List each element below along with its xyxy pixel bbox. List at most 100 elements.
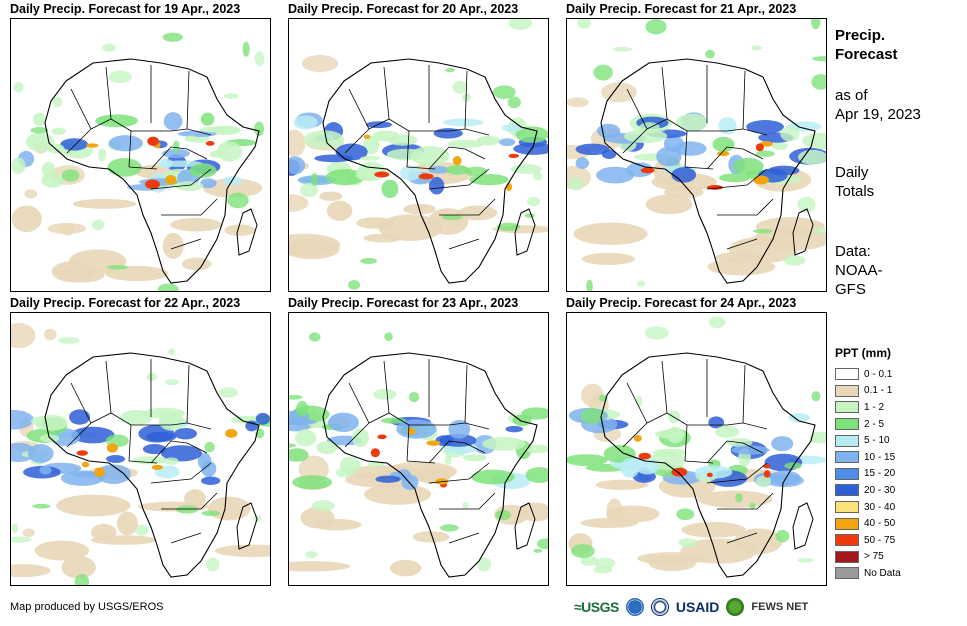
rain-patch (13, 82, 24, 93)
rain-patch (328, 412, 359, 433)
rain-patch (476, 135, 501, 146)
africa-precip-map (567, 316, 826, 578)
rain-patch (445, 67, 455, 73)
legend-item: 5 - 10 (835, 432, 950, 449)
dry-area (680, 538, 758, 564)
rain-patch (594, 557, 616, 569)
legend-swatch (835, 368, 859, 381)
heavy-rain-cell (370, 448, 380, 458)
dry-area (170, 217, 222, 232)
legend-swatch (835, 384, 859, 397)
rain-patch (363, 135, 380, 155)
rain-patch (61, 169, 80, 182)
heavy-rain-cell (225, 428, 238, 438)
rain-patch (749, 502, 756, 509)
precip-map (288, 312, 549, 586)
rain-patch (593, 64, 613, 81)
rain-patch (51, 127, 66, 136)
heavy-rain-cell (81, 461, 90, 468)
rain-patch (492, 85, 516, 99)
fews-net-globe-icon (726, 598, 745, 616)
rain-patch (33, 112, 46, 126)
heavy-rain-cell (426, 440, 441, 446)
rain-patch (567, 454, 608, 467)
rain-patch (732, 157, 764, 175)
heavy-rain-cell (706, 472, 713, 478)
map-credit: Map produced by USGS/EROS (10, 601, 164, 613)
side-title: Precip. Forecast (835, 27, 898, 63)
rain-patch (718, 117, 737, 135)
rain-patch (245, 420, 259, 432)
legend-item: 0.1 - 1 (835, 383, 950, 400)
rain-patch (294, 429, 317, 447)
dry-area (458, 205, 498, 221)
rain-patch (410, 146, 450, 166)
rain-patch (769, 470, 801, 486)
rain-patch (373, 388, 397, 400)
rain-patch (209, 150, 225, 158)
legend-label: 30 - 40 (864, 501, 896, 513)
heavy-rain-cell (374, 171, 390, 178)
rain-patch (812, 227, 826, 234)
rain-patch (645, 19, 667, 35)
africa-coastline (44, 352, 260, 578)
rain-patch (355, 166, 377, 182)
legend-swatch (835, 567, 859, 580)
heavy-rain-cell (151, 464, 163, 470)
noaa-logo-icon (625, 598, 644, 616)
rain-patch (775, 529, 790, 543)
rain-patch (712, 136, 735, 152)
rain-patch (753, 228, 773, 234)
rain-patch (95, 114, 138, 128)
rain-patch (507, 96, 521, 109)
heavy-rain-cell (363, 134, 371, 139)
dry-area (289, 194, 309, 212)
dry-area (61, 556, 96, 579)
madagascar-coastline (236, 208, 258, 256)
panel-title: Daily Precip. Forecast for 20 Apr., 2023 (288, 2, 519, 16)
rain-patch (254, 121, 265, 137)
dry-area (681, 521, 746, 538)
rain-patch (242, 41, 250, 57)
legend-swatch (835, 401, 859, 414)
legend-label: 20 - 30 (864, 484, 896, 496)
rain-patch (160, 160, 203, 167)
rain-patch (135, 524, 149, 536)
ppt-legend: PPT (mm) 0 - 0.1 0.1 - 1 1 - 2 2 - 5 5 - 10 1… (835, 346, 950, 582)
legend-item: No Data (835, 565, 950, 582)
rain-patch (441, 214, 463, 221)
rain-patch (289, 418, 317, 426)
dry-area (56, 494, 131, 517)
dry-area (580, 517, 639, 529)
rain-patch (11, 409, 34, 430)
legend-swatch (835, 501, 859, 514)
rain-patch (536, 538, 548, 550)
legend-item: > 75 (835, 549, 950, 566)
rain-patch (571, 543, 595, 559)
africa-coastline (44, 58, 260, 284)
legend-label: 5 - 10 (864, 435, 890, 447)
legend-rows: 0 - 0.1 0.1 - 1 1 - 2 2 - 5 5 - 10 10 - 15 15 … (835, 366, 950, 582)
rain-patch (505, 425, 523, 433)
rain-patch (108, 135, 143, 152)
rain-patch (580, 556, 599, 566)
rain-patch (575, 157, 590, 169)
rain-patch (575, 143, 610, 156)
rain-patch (222, 176, 243, 186)
rain-patch (174, 427, 198, 440)
country-borders (66, 359, 218, 544)
rain-patch (501, 123, 524, 132)
rain-patch (811, 19, 821, 30)
heavy-rain-cell (508, 153, 519, 158)
usaid-logo: USAID (675, 599, 720, 615)
rain-patch (311, 500, 335, 512)
legend-item: 0 - 0.1 (835, 366, 950, 383)
rain-patch (603, 444, 636, 463)
legend-label: 0 - 0.1 (864, 368, 893, 380)
rain-patch (452, 80, 468, 94)
rain-patch (227, 192, 249, 209)
rain-patch (623, 129, 668, 144)
rain-patch (200, 112, 215, 126)
rain-patch (60, 470, 104, 486)
rain-patch (289, 443, 297, 448)
